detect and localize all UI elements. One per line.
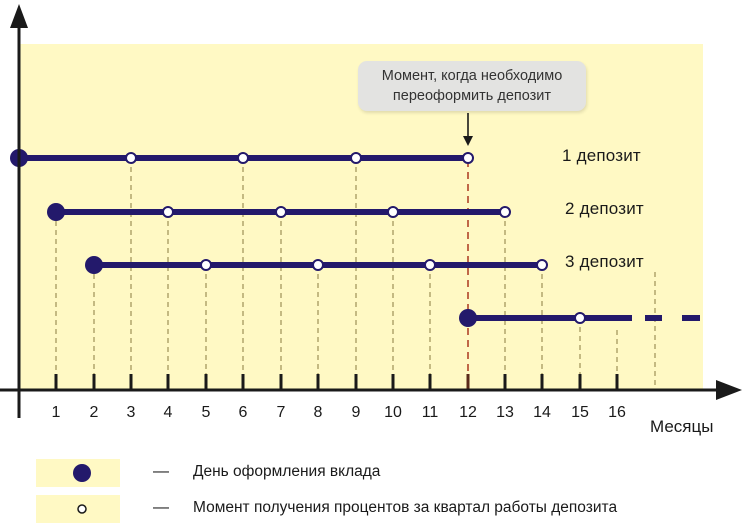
opening-markers bbox=[10, 149, 477, 327]
open-circle-icon bbox=[462, 152, 474, 164]
filled-circle-icon bbox=[85, 256, 103, 274]
tick-label: 11 bbox=[421, 404, 439, 421]
deposit-2-label: 2 депозит bbox=[565, 199, 644, 218]
callout-line-1: Момент, когда необходимо bbox=[381, 68, 563, 84]
open-circle-icon bbox=[350, 152, 362, 164]
legend-dash: — bbox=[153, 463, 169, 480]
y-axis-arrow-icon bbox=[10, 4, 28, 28]
legend-dash: — bbox=[153, 499, 169, 516]
open-circle-icon bbox=[125, 152, 137, 164]
open-circle-icon bbox=[424, 259, 436, 271]
legend-swatch-opening bbox=[36, 459, 120, 487]
callout-line-2: переоформить депозит bbox=[392, 88, 552, 104]
tick-label: 1 bbox=[51, 404, 61, 421]
x-axis-arrow-icon bbox=[716, 380, 742, 400]
filled-circle-icon bbox=[47, 203, 65, 221]
tick-label: 16 bbox=[608, 404, 626, 421]
tick-label: 10 bbox=[384, 404, 402, 421]
legend-text-opening-day: День оформления вклада bbox=[193, 463, 381, 480]
tick-label: 12 bbox=[459, 404, 477, 421]
legend-swatch-interest bbox=[36, 495, 120, 523]
open-circle-icon bbox=[237, 152, 249, 164]
axes bbox=[0, 4, 742, 418]
tick-label: 13 bbox=[496, 404, 514, 421]
tick-label: 9 bbox=[351, 404, 361, 421]
tick-label: 5 bbox=[201, 404, 211, 421]
x-axis-ticks bbox=[54, 374, 619, 390]
callout-arrow bbox=[463, 113, 473, 146]
open-circle-icon bbox=[574, 312, 586, 324]
tick-label: 4 bbox=[163, 404, 173, 421]
open-circle-icon bbox=[536, 259, 548, 271]
tick-label: 6 bbox=[238, 404, 248, 421]
tick-label: 15 bbox=[571, 404, 589, 421]
renewal-callout: Момент, когда необходимо переоформить де… bbox=[358, 61, 586, 111]
tick-label: 14 bbox=[533, 404, 551, 421]
open-circle-icon bbox=[200, 259, 212, 271]
tick-label: 2 bbox=[89, 404, 99, 421]
interest-markers bbox=[125, 152, 586, 324]
open-circle-icon bbox=[162, 206, 174, 218]
deposit-3-label: 3 депозит bbox=[565, 252, 644, 271]
tick-label: 3 bbox=[126, 404, 136, 421]
tick-label: 7 bbox=[276, 404, 286, 421]
legend-text-interest-moment: Момент получения процентов за квартал ра… bbox=[193, 499, 618, 516]
x-axis-title: Месяцы bbox=[650, 417, 714, 436]
deposit-1-label: 1 депозит bbox=[562, 146, 641, 165]
filled-circle-icon bbox=[459, 309, 477, 327]
open-circle-icon bbox=[387, 206, 399, 218]
open-circle-icon bbox=[499, 206, 511, 218]
open-circle-icon bbox=[275, 206, 287, 218]
open-circle-icon bbox=[312, 259, 324, 271]
tick-label: 8 bbox=[313, 404, 323, 421]
guide-lines bbox=[55, 158, 656, 390]
